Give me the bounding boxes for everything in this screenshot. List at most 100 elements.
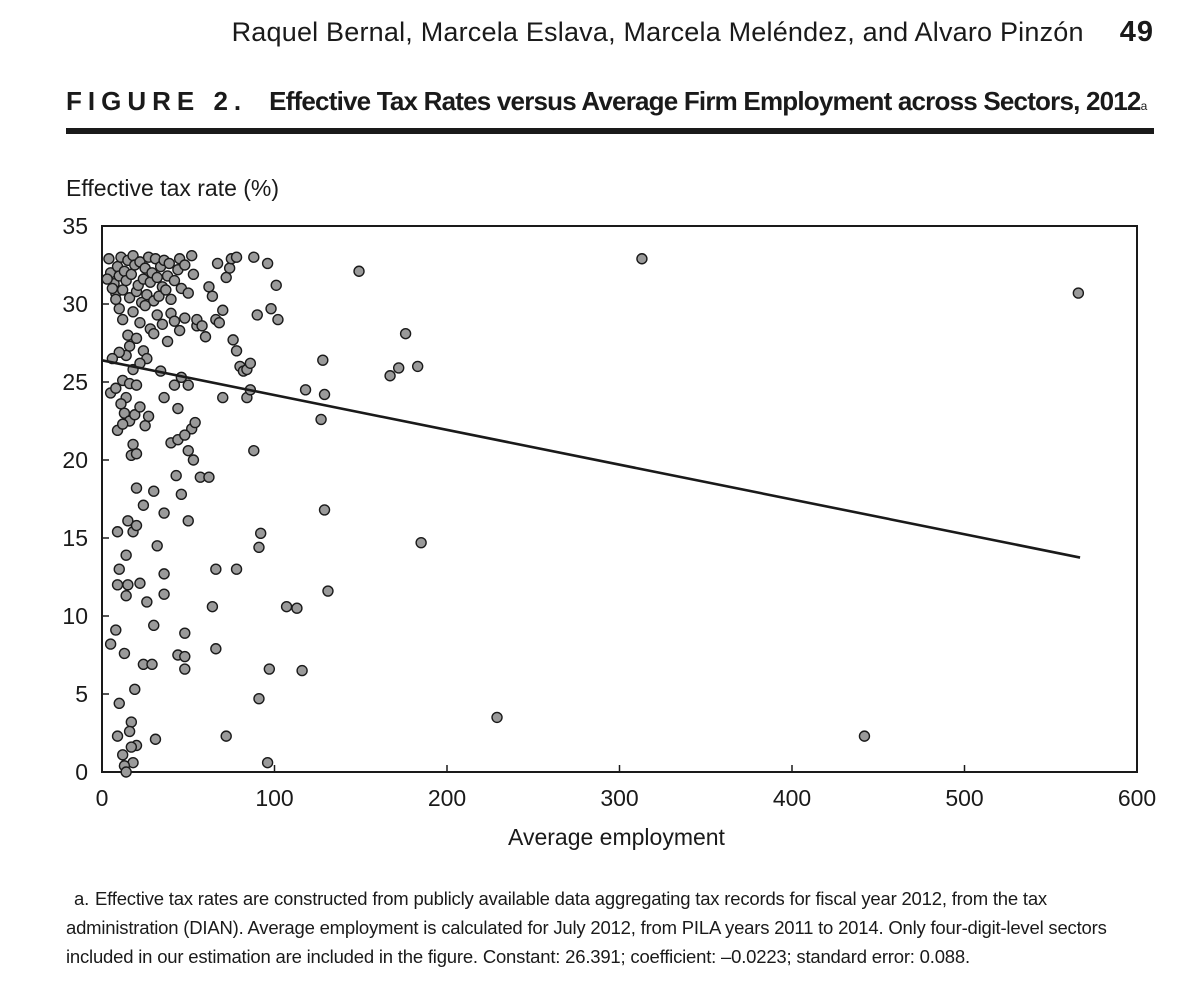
data-point — [280, 600, 293, 613]
fit-line — [101, 359, 1081, 559]
data-point — [113, 346, 125, 359]
x-tick-label: 300 — [600, 785, 638, 811]
data-point — [253, 692, 265, 705]
x-tick-label: 500 — [945, 785, 983, 811]
data-point — [170, 469, 182, 482]
y-tick-label: 35 — [62, 213, 88, 239]
data-point — [189, 416, 201, 429]
data-point — [101, 273, 113, 285]
data-point — [399, 327, 412, 340]
data-point — [110, 624, 122, 636]
data-point — [213, 317, 226, 329]
data-point — [125, 716, 138, 728]
data-point — [317, 354, 329, 366]
data-point — [187, 268, 200, 281]
figure-title: FIGURE 2. Effective Tax Rates versus Ave… — [66, 86, 1154, 126]
data-point — [211, 257, 224, 270]
data-point — [248, 444, 260, 457]
data-point — [151, 309, 163, 321]
data-point — [203, 281, 215, 293]
data-point — [168, 315, 181, 327]
data-point — [110, 293, 122, 306]
footnote: a. Effective tax rates are constructed fr… — [66, 884, 1156, 971]
data-point — [227, 334, 239, 346]
data-point — [161, 335, 174, 348]
data-point — [123, 292, 136, 304]
data-point — [134, 317, 146, 329]
data-point — [179, 627, 191, 639]
data-point — [179, 259, 191, 271]
scatter-chart: 0 5 10 15 20 25 30 35 0 100 200 300 400 500 600 Effecti… — [62, 175, 1156, 850]
x-tick-label: 0 — [96, 785, 109, 811]
data-point — [106, 282, 119, 295]
data-point — [261, 257, 274, 270]
data-point — [115, 398, 127, 410]
data-point — [220, 730, 232, 742]
data-point — [118, 647, 131, 660]
footnote-text: Effective tax rates are constructed from… — [66, 888, 1107, 967]
data-point — [206, 290, 219, 302]
data-point — [139, 419, 151, 432]
data-point — [129, 683, 141, 696]
title-rule — [66, 128, 1154, 134]
data-point — [116, 749, 129, 761]
data-point — [179, 650, 191, 663]
data-point — [315, 413, 327, 426]
data-point — [393, 362, 405, 374]
data-point — [415, 536, 427, 549]
data-point — [185, 249, 198, 262]
data-point — [151, 540, 163, 552]
data-point — [148, 485, 160, 497]
data-point — [151, 271, 163, 284]
data-point — [265, 302, 277, 315]
data-point — [168, 274, 181, 287]
data-point — [196, 320, 208, 332]
data-point — [182, 379, 194, 391]
data-point — [179, 663, 191, 675]
data-point — [113, 563, 125, 575]
data-point — [210, 643, 222, 655]
data-point — [130, 448, 143, 460]
figure-title-note-marker: a — [1140, 99, 1148, 113]
data-point — [129, 409, 141, 421]
data-point — [230, 251, 243, 263]
data-point — [125, 268, 138, 281]
data-point — [217, 391, 229, 404]
data-point — [116, 313, 129, 326]
data-point — [146, 658, 158, 671]
data-point — [158, 568, 170, 580]
data-point — [111, 579, 124, 591]
data-point — [148, 619, 160, 632]
data-point — [253, 541, 265, 554]
data-point — [142, 410, 155, 423]
data-point — [104, 638, 117, 650]
data-point — [137, 499, 150, 511]
data-point — [116, 418, 129, 430]
y-tick-label: 15 — [62, 525, 88, 551]
running-head: Raquel Bernal, Marcela Eslava, Marcela M… — [0, 12, 1154, 52]
data-point — [251, 309, 263, 321]
data-point — [125, 741, 138, 753]
data-point — [148, 327, 160, 340]
figure-label: FIGURE 2. — [66, 86, 248, 116]
data-point — [130, 519, 143, 532]
page-number: 49 — [1119, 15, 1154, 48]
y-tick-label: 5 — [75, 681, 88, 707]
data-point — [858, 730, 871, 742]
data-point — [111, 730, 124, 742]
data-point — [123, 340, 136, 352]
data-point — [411, 360, 424, 373]
y-tick-label: 20 — [62, 447, 88, 473]
data-point — [122, 515, 134, 527]
data-point — [261, 756, 274, 769]
data-point — [123, 725, 136, 738]
data-point — [175, 488, 188, 501]
data-point — [244, 357, 257, 369]
x-axis-title: Average employment — [508, 824, 726, 850]
data-point — [636, 253, 648, 265]
data-point — [353, 265, 365, 277]
data-point — [122, 579, 134, 591]
data-point — [206, 600, 219, 613]
data-point — [160, 284, 172, 296]
footnote-marker: a. — [74, 888, 90, 909]
